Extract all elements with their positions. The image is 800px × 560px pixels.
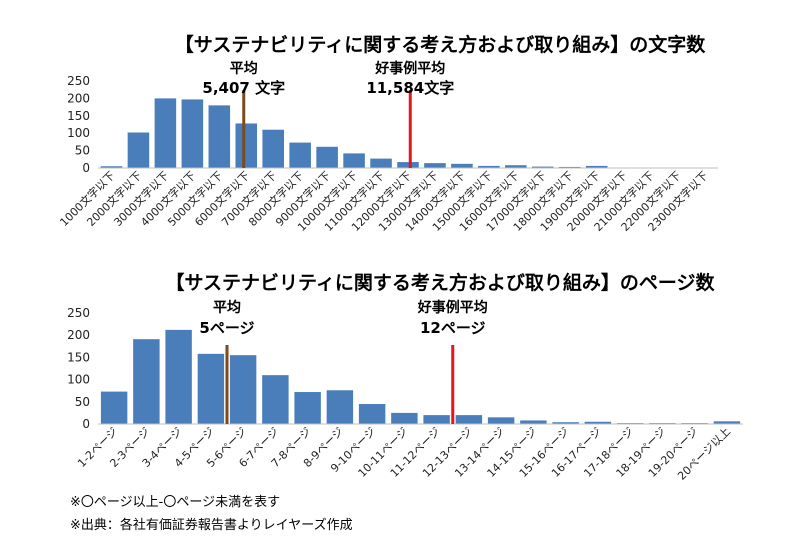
y-tick-label: 100 [67,373,90,387]
average-value: 5ページ [199,319,254,337]
bar [455,415,483,424]
bar [397,162,419,168]
y-tick-label: 250 [67,306,90,320]
bar [451,163,473,168]
bar [181,99,204,168]
bar [520,420,547,424]
average-label: 平均 [213,299,241,316]
bar [487,417,515,424]
bar [316,146,338,168]
y-tick-label: 50 [75,395,90,409]
footnote-source: ※出典：各社有価証券報告書よりレイヤーズ作成 [70,518,353,533]
bar [423,415,450,424]
bar [133,339,160,424]
bar [370,158,392,168]
bar [289,142,311,168]
y-tick-label: 50 [75,144,90,158]
bar [584,421,612,424]
bar [208,105,231,168]
bar [229,355,257,424]
bar [100,391,128,424]
good-example-average-value: 12ページ [420,319,486,337]
bar [154,98,177,168]
bar [235,123,258,168]
y-tick-label: 0 [82,417,90,431]
y-tick-label: 200 [67,328,90,342]
y-tick-label: 150 [67,350,90,364]
average-value: 5,407 文字 [202,79,285,97]
bar [197,353,225,424]
bar [552,422,579,424]
bar [294,392,321,424]
y-tick-label: 0 [82,161,90,175]
bar [358,404,386,424]
bar [558,166,581,168]
bar [262,129,284,168]
good-example-average-label: 好事例平均 [374,60,445,77]
y-tick-label: 150 [67,109,90,123]
bar [100,166,123,168]
bar [127,132,150,168]
good-example-average-value: 11,584文字 [366,79,454,97]
footnote-range: ※〇ページ以上-〇ページ未満を表す [70,495,281,510]
bar [424,163,446,168]
y-tick-label: 200 [67,91,90,105]
bar [478,165,500,168]
y-tick-label: 250 [67,74,90,88]
average-label: 平均 [230,60,258,77]
chart-title-pages: 【サステナビリティに関する考え方および取り組み】のページ数 [165,272,715,294]
bar [262,375,289,424]
good-example-average-label: 好事例平均 [417,299,488,316]
bar [326,390,354,424]
bar [713,421,741,424]
bar [532,166,554,168]
chart-title-chars: 【サステナビリティに関する考え方および取り組み】の文字数 [174,34,706,56]
bar [585,165,608,168]
bar [343,153,365,168]
bar [165,329,192,424]
bar [505,165,527,168]
y-tick-label: 100 [67,126,90,140]
bar [391,412,418,424]
